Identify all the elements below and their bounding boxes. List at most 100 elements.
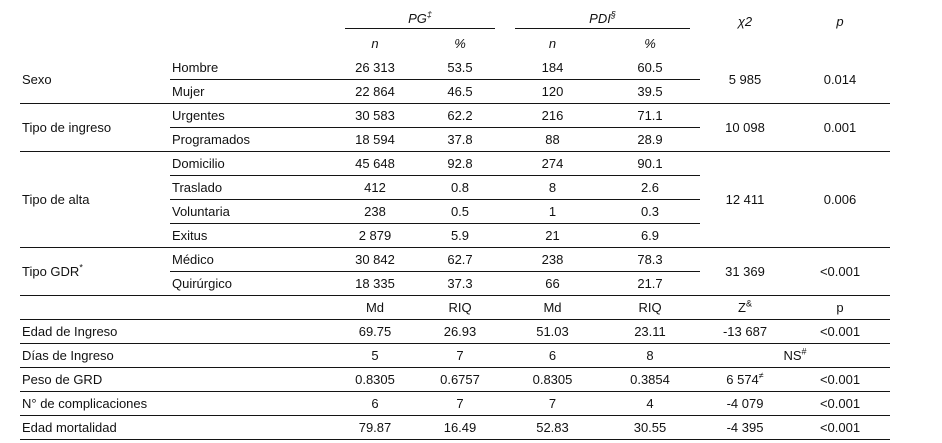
- pg-subheader-pct: %: [454, 35, 466, 51]
- group-label-cell: Tipo de ingreso: [20, 103, 170, 152]
- value-cell: 274: [505, 151, 600, 176]
- corner-cell: [20, 5, 335, 30]
- stat-subheader-md: Md: [335, 295, 415, 320]
- category-cell: Traslado: [170, 175, 335, 200]
- z-value-cell: -4 079: [700, 391, 790, 416]
- value-cell: 79.87: [335, 415, 415, 440]
- value-cell: 30 842: [335, 247, 415, 272]
- p-subheader: p: [790, 295, 890, 320]
- value-cell: 238: [505, 247, 600, 272]
- category-cell: Médico: [170, 247, 335, 272]
- p-value-cell: 0.006: [790, 151, 890, 248]
- value-cell: 216: [505, 103, 600, 128]
- value-cell: 22 864: [335, 79, 415, 104]
- table-row: Voluntaria 238 0.5 1 0.3: [20, 199, 890, 224]
- category-cell: Hombre: [170, 56, 335, 80]
- p-header: p: [836, 14, 844, 29]
- table-row: Programados 18 594 37.8 88 28.9: [20, 127, 890, 152]
- value-cell: 0.3: [600, 199, 700, 224]
- p-value-cell: 0.014: [790, 56, 890, 104]
- value-cell: 23.11: [600, 319, 700, 344]
- category-cell: Mujer: [170, 79, 335, 104]
- category-cell: Domicilio: [170, 151, 335, 176]
- table-row: Días de Ingreso 5 7 6 8 NS#: [20, 343, 890, 368]
- stat-subheader-riq: RIQ: [415, 295, 505, 320]
- value-cell: 18 594: [335, 127, 415, 152]
- value-cell: 412: [335, 175, 415, 200]
- variable-label-cell: Edad mortalidad: [20, 415, 335, 440]
- value-cell: 120: [505, 79, 600, 104]
- table-row: Mujer 22 864 46.5 120 39.5: [20, 79, 890, 104]
- value-cell: 0.6757: [415, 367, 505, 392]
- value-cell: 69.75: [335, 319, 415, 344]
- value-cell: 53.5: [415, 56, 505, 80]
- table-row: Sexo Hombre 26 313 53.5 184 60.5 5 985 0.014: [20, 56, 890, 104]
- z-value-cell: -4 395: [700, 415, 790, 440]
- value-cell: 18 335: [335, 271, 415, 296]
- value-cell: 60.5: [600, 56, 700, 80]
- spacer-cell: [790, 30, 890, 56]
- value-cell: 184: [505, 56, 600, 80]
- spacer-cell: [20, 295, 335, 320]
- table-row: Tipo de ingreso Urgentes 30 583 62.2 216 71.1…: [20, 103, 890, 152]
- variable-label-cell: Peso de GRD: [20, 367, 335, 392]
- value-cell: 30 583: [335, 103, 415, 128]
- category-cell: Voluntaria: [170, 199, 335, 224]
- value-cell: 0.5: [415, 199, 505, 224]
- value-cell: 37.8: [415, 127, 505, 152]
- z-header: Z&: [700, 295, 790, 320]
- p-value-cell: 0.001: [790, 103, 890, 152]
- table-row: N° de complicaciones 6 7 7 4 -4 079 <0.001: [20, 391, 890, 416]
- value-cell: 0.8305: [335, 367, 415, 392]
- value-cell: 46.5: [415, 79, 505, 104]
- value-cell: 39.5: [600, 79, 700, 104]
- category-cell: Programados: [170, 127, 335, 152]
- chi2-value-cell: 12 411: [700, 151, 790, 248]
- value-cell: 62.7: [415, 247, 505, 272]
- chi2-header: χ2: [737, 14, 753, 29]
- value-cell: 78.3: [600, 247, 700, 272]
- value-cell: 51.03: [505, 319, 600, 344]
- value-cell: 71.1: [600, 103, 700, 128]
- p-value-cell: <0.001: [790, 367, 890, 392]
- value-cell: 2 879: [335, 223, 415, 248]
- pdi-group-label: PDI§: [515, 10, 690, 29]
- value-cell: 0.8: [415, 175, 505, 200]
- variable-label-cell: Edad de Ingreso: [20, 319, 335, 344]
- z-value-cell: NS#: [700, 343, 890, 368]
- value-cell: 6: [335, 391, 415, 416]
- table-row: Edad mortalidad 79.87 16.49 52.83 30.55 -4 39…: [20, 415, 890, 440]
- value-cell: 7: [505, 391, 600, 416]
- value-cell: 37.3: [415, 271, 505, 296]
- value-cell: 0.3854: [600, 367, 700, 392]
- results-table: PG‡ PDI§ χ2 p n% n% Sexo Hombre 26 313 53.5 184 60…: [20, 5, 890, 440]
- value-cell: 62.2: [415, 103, 505, 128]
- value-cell: 21: [505, 223, 600, 248]
- value-cell: 45 648: [335, 151, 415, 176]
- table-row: Quirúrgico 18 335 37.3 66 21.7: [20, 271, 890, 296]
- table-row: Tipo GDR* Médico 30 842 62.7 238 78.3 31 369 <0…: [20, 247, 890, 296]
- value-cell: 8: [505, 175, 600, 200]
- chi2-value-cell: 10 098: [700, 103, 790, 152]
- table-row: Traslado 412 0.8 8 2.6: [20, 175, 890, 200]
- value-cell: 6: [505, 343, 600, 368]
- variable-label-cell: Días de Ingreso: [20, 343, 335, 368]
- value-cell: 238: [335, 199, 415, 224]
- md-riq-subheader-row: Md RIQ Md RIQ Z& p: [20, 295, 890, 320]
- value-cell: 30.55: [600, 415, 700, 440]
- value-cell: 26.93: [415, 319, 505, 344]
- p-value-cell: <0.001: [790, 319, 890, 344]
- value-cell: 28.9: [600, 127, 700, 152]
- value-cell: 4: [600, 391, 700, 416]
- p-value-cell: <0.001: [790, 247, 890, 296]
- value-cell: 7: [415, 343, 505, 368]
- value-cell: 6.9: [600, 223, 700, 248]
- table-row: Peso de GRD 0.8305 0.6757 0.8305 0.3854 6 574…: [20, 367, 890, 392]
- value-cell: 7: [415, 391, 505, 416]
- z-value-cell: 6 574≠: [700, 367, 790, 392]
- pdi-subheader-pct: %: [644, 35, 656, 51]
- stat-subheader-riq: RIQ: [600, 295, 700, 320]
- pdi-column-group-header: PDI§: [505, 5, 700, 30]
- pg-subheader-n: n: [371, 35, 379, 51]
- variable-label-cell: N° de complicaciones: [20, 391, 335, 416]
